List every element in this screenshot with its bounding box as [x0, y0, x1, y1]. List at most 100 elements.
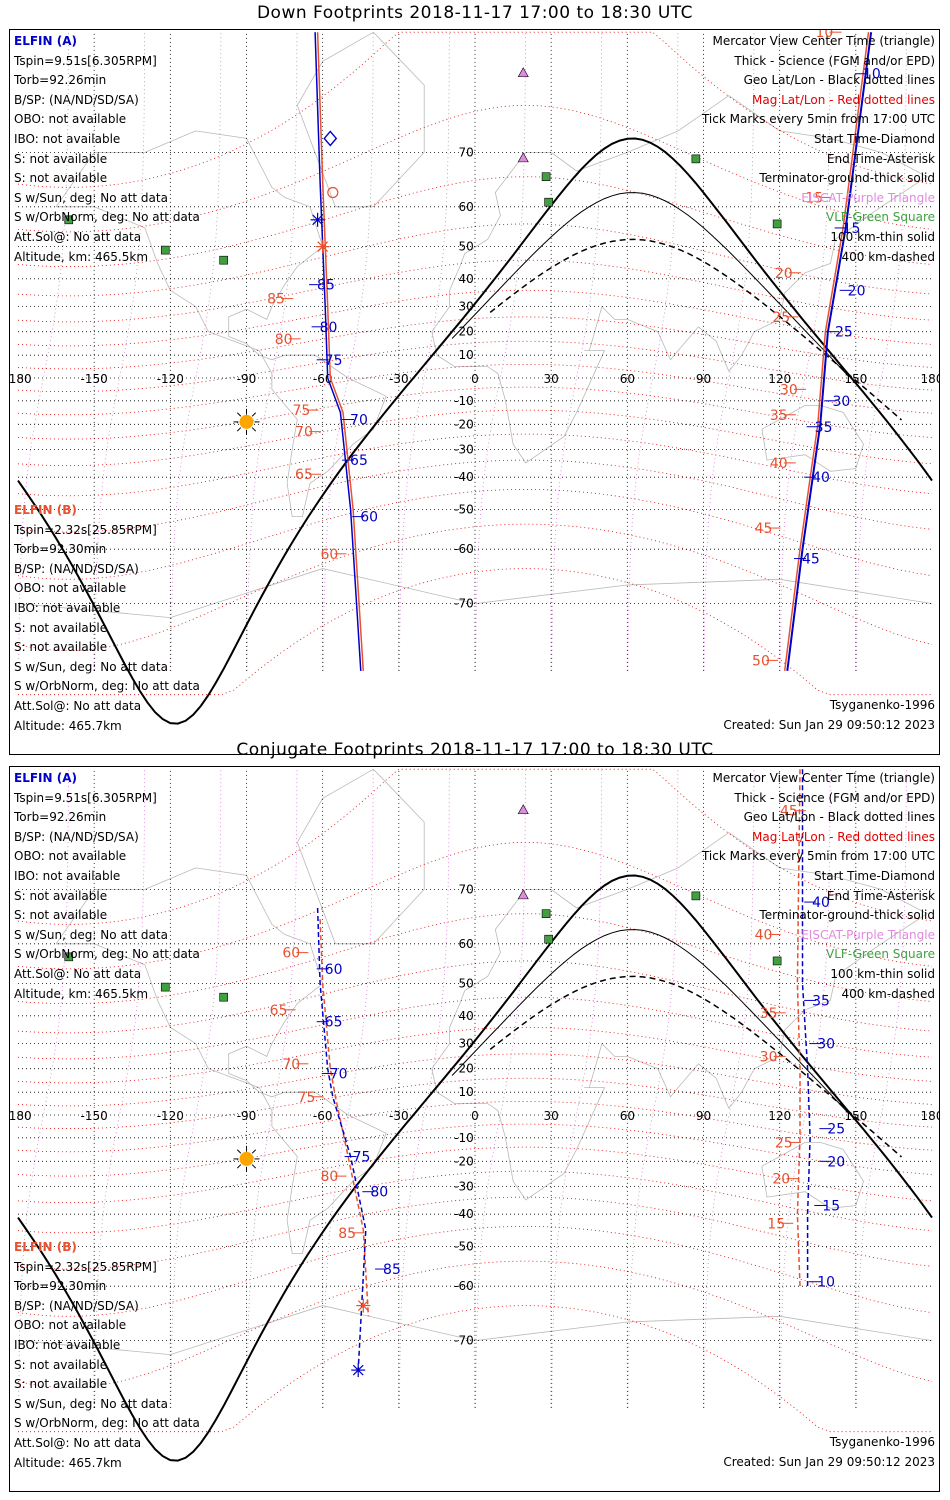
lat-tick-label: -20 — [454, 417, 474, 431]
tick-label: 10 — [816, 30, 834, 41]
tick-label: 70 — [282, 1057, 300, 1073]
lon-tick-label: 0 — [471, 1109, 479, 1123]
lat-tick-label: 10 — [458, 1085, 473, 1099]
info-line: IBO: not available — [14, 131, 121, 146]
tick-label: 80 — [275, 332, 293, 348]
tick-label: 65 — [325, 1015, 343, 1031]
sun-icon — [233, 408, 260, 435]
vlf-square — [160, 982, 170, 992]
elfin-a-track — [801, 769, 811, 1287]
asterisk-stroke — [317, 241, 329, 252]
tick-label: 35 — [770, 408, 788, 424]
lat-tick-label: 10 — [458, 348, 473, 362]
lon-tick-label: -150 — [81, 372, 108, 386]
mag-lon-line — [246, 32, 298, 671]
asterisk-stroke — [312, 214, 323, 226]
lon-tick-label: 0 — [471, 372, 479, 386]
info-line: Mercator View Center Time (triangle) — [712, 771, 935, 785]
vlf-square — [541, 909, 551, 918]
tick-label: 45 — [780, 804, 798, 820]
info-line: 400 km-dashed — [841, 249, 935, 264]
lat-tick-label: -60 — [454, 1279, 474, 1293]
mag-lon-line — [322, 32, 374, 671]
lon-tick-label: 90 — [696, 1109, 711, 1123]
lon-tick-label: -90 — [237, 1109, 257, 1123]
info-line: End Time-Asterisk — [826, 888, 935, 903]
info-line: OBO: not available — [14, 112, 127, 127]
info-line: Thick - Science (FGM and/or EPD) — [734, 790, 935, 805]
map-canvas-down: -180-150-120-90-60-300306090120150180706… — [10, 30, 939, 725]
info-line: Att.Sol@: No att data — [14, 1435, 142, 1450]
mag-lon-line — [170, 769, 222, 1408]
lat-tick-label: -70 — [454, 1334, 474, 1348]
sun-ray — [251, 1149, 257, 1154]
vlf-square — [64, 952, 74, 962]
end-asterisk — [315, 239, 330, 254]
mag-lon-line — [94, 32, 146, 671]
info-line: Altitude, km: 465.5km — [14, 986, 149, 1001]
tick-label: 15 — [822, 1198, 840, 1214]
mag-lat-line — [17, 1260, 933, 1389]
info-line: S: not available — [14, 1377, 108, 1392]
tick-label: 30 — [780, 382, 798, 398]
elfin-a-info: Tspin=9.51s[6.305RPM] Torb=92.26min B/SP: … — [14, 789, 200, 1005]
tick-label: 85 — [267, 292, 285, 308]
lat-tick-label: 70 — [458, 882, 473, 896]
tick-label: 25 — [772, 310, 790, 326]
info-line: B/SP: (NA/ND/SD/SA) — [14, 561, 139, 576]
lat-tick-label: 20 — [458, 325, 473, 339]
tick-label: 40 — [812, 470, 830, 486]
info-line: Mag Lat/Lon - Red dotted lines — [751, 92, 935, 107]
lon-tick-label: 120 — [768, 1109, 791, 1123]
mag-lon-line — [399, 32, 450, 671]
info-line: S: not available — [14, 908, 108, 923]
terminator-ground — [17, 137, 933, 725]
info-line: Tspin=2.32s[25.85RPM] — [14, 522, 157, 537]
info-line: Tspin=2.32s[25.85RPM] — [14, 1259, 157, 1274]
created-label: Created: Sun Jan 29 09:50:12 2023 — [723, 1455, 935, 1469]
tick-label: 25 — [835, 325, 853, 341]
info-line: Terminator-ground-thick solid — [759, 171, 935, 186]
stations — [64, 67, 782, 265]
mag-lat-line — [17, 433, 933, 497]
lat-tick-label: 60 — [458, 937, 473, 951]
mag-lon-line — [246, 769, 298, 1408]
mag-lon-line — [551, 769, 603, 1408]
tick-label: 35 — [815, 420, 833, 436]
info-line: OBO: not available — [14, 849, 127, 864]
sun-ray — [236, 1164, 242, 1169]
vlf-square — [772, 956, 782, 966]
lon-tick-label: -30 — [389, 372, 409, 386]
lon-tick-label: 60 — [620, 372, 635, 386]
tick-label: 15 — [805, 190, 823, 206]
info-line: Geo Lat/Lon - Black dotted lines — [743, 810, 935, 825]
legend: Mercator View Center Time (triangle) Thic… — [702, 769, 935, 1004]
tick-label: 60 — [360, 510, 378, 526]
info-line: S: not available — [14, 888, 108, 903]
lat-tick-label: -50 — [454, 1239, 474, 1253]
lon-tick-label: -180 — [10, 1109, 32, 1123]
info-line: S: not available — [14, 620, 108, 635]
tick-label: 45 — [755, 521, 773, 537]
coastline — [55, 130, 387, 518]
lat-tick-label: 50 — [458, 977, 473, 991]
lat-tick-label: -10 — [454, 394, 474, 408]
tick-label: 25 — [775, 1135, 793, 1151]
lat-tick-label: 40 — [458, 272, 473, 286]
mag-lon-line — [703, 769, 755, 1408]
tick-label: 85 — [383, 1262, 401, 1278]
mag-lon-line — [399, 769, 450, 1408]
lon-tick-label: 120 — [768, 372, 791, 386]
info-line: VLF-Green Square — [826, 947, 935, 962]
start-diamond — [323, 130, 338, 147]
lat-tick-label: -40 — [454, 1207, 474, 1221]
info-line: S: not available — [14, 171, 108, 186]
lat-tick-label: -30 — [454, 1179, 474, 1193]
info-line: Torb=92.30min — [14, 542, 107, 557]
elfin-b-label: ELFIN (B) — [14, 1240, 77, 1254]
tick-label: 70 — [350, 413, 368, 429]
info-line: IBO: not available — [14, 600, 121, 615]
info-line: 400 km-dashed — [841, 986, 935, 1001]
info-line: OBO: not available — [14, 1318, 127, 1333]
mag-lon-line — [475, 769, 526, 1408]
